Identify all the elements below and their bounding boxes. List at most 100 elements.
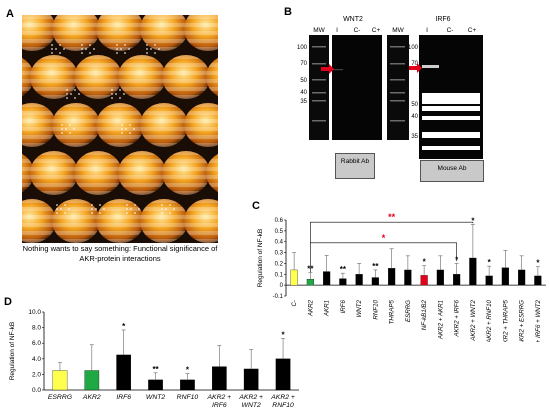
dot [60, 208, 62, 210]
dot [69, 124, 71, 126]
dot [69, 132, 71, 134]
significance-mark: * [282, 331, 286, 340]
dot [116, 48, 118, 50]
y-tick-label: 6.0 [32, 340, 41, 347]
y-tick-label: 0.6 [275, 218, 284, 224]
significance-mark: ** [307, 265, 314, 274]
bead-stripe [184, 199, 218, 243]
dot [134, 204, 136, 206]
dot [66, 93, 68, 95]
dot [126, 212, 128, 214]
panel-b-letter: B [284, 6, 292, 18]
dot [133, 128, 135, 130]
blot2-marker-70: 70 [411, 61, 418, 67]
bar [518, 269, 526, 286]
blot1-lane-cplus: C+ [372, 27, 381, 34]
bar [371, 277, 379, 286]
blot1-title: WNT2 [343, 16, 363, 23]
panel-a-caption: Nothing wants to say something: Function… [22, 244, 218, 263]
x-tick-label: RNF10 [177, 394, 199, 401]
x-tick-label: AKR2 + WNT2 [238, 394, 263, 409]
bar [453, 274, 461, 286]
dot [126, 208, 128, 210]
dot [99, 212, 101, 214]
dot [51, 52, 53, 54]
panel-a-image [22, 15, 218, 243]
dot [126, 204, 128, 206]
dot [124, 44, 126, 46]
dot [85, 48, 87, 50]
blot2-title: IRF6 [435, 16, 450, 23]
dot [64, 212, 66, 214]
bar [290, 269, 298, 286]
y-tick-label: 4.0 [32, 356, 41, 363]
significance-mark: ** [372, 262, 379, 271]
significance-mark: * [122, 322, 126, 331]
dot [91, 204, 93, 206]
dot [74, 97, 76, 99]
dot [74, 89, 76, 91]
bead-stripe [22, 57, 34, 97]
x-tick-label: AKR2 + ESRRG [519, 300, 526, 342]
dot [68, 208, 70, 210]
blot2-lane-mw: MW [392, 27, 404, 34]
bracket-sig-label: * [382, 233, 386, 243]
significance-mark: ** [340, 265, 347, 274]
significance-mark: * [536, 259, 540, 268]
panel-d-letter: D [4, 296, 12, 308]
bar [323, 271, 331, 286]
rabbit-ab-box: Rabbit Ab [335, 153, 375, 179]
x-tick-label: NF-kB1/B2 [421, 299, 428, 330]
blot1-mw-strip [309, 35, 329, 140]
dot [119, 89, 121, 91]
dot [121, 128, 123, 130]
dot [56, 204, 58, 206]
bar [84, 370, 100, 391]
panel-b-blots: WNT2 MW I C- C+ 100 70 50 40 35 IRF6 MW … [297, 16, 483, 159]
bar [485, 275, 493, 286]
blot2-marker-40: 40 [411, 114, 418, 120]
bar [388, 268, 396, 286]
bar [420, 275, 428, 286]
dot [158, 48, 160, 50]
blot2-mw-strip [387, 35, 409, 140]
bar [355, 274, 363, 286]
dot [73, 128, 75, 130]
dot [146, 52, 148, 54]
bead-stripe [22, 153, 34, 193]
bar [469, 257, 477, 286]
dot [146, 44, 148, 46]
bar [211, 366, 227, 391]
bead-stripe [162, 151, 210, 195]
dot [124, 52, 126, 54]
y-tick-label: 0.0 [32, 387, 41, 394]
dot [91, 212, 93, 214]
x-tick-label: RNF10 [372, 299, 379, 319]
bead-stripe [52, 103, 100, 147]
y-axis-label: Regulation of NF-kB [257, 229, 264, 288]
x-tick-label: AKR2 [307, 299, 314, 317]
dot [93, 48, 95, 50]
dot [91, 208, 93, 210]
dot [99, 204, 101, 206]
dot [61, 132, 63, 134]
dot [129, 132, 131, 134]
dot [154, 44, 156, 46]
significance-mark: ** [152, 365, 159, 374]
dot [116, 44, 118, 46]
x-tick-label: AKR1 [324, 300, 331, 317]
y-tick-label: 0.2 [275, 261, 284, 267]
blot1-marker-40: 40 [300, 90, 307, 96]
dot [169, 204, 171, 206]
x-tick-label: WNT2 [356, 299, 363, 317]
x-tick-label: AKR2 + WNT2 [470, 299, 477, 341]
blot1-marker-70: 70 [300, 61, 307, 67]
dot [56, 208, 58, 210]
dot [51, 48, 53, 50]
x-tick-label: AKR2 + IRF6 [207, 394, 232, 409]
dot [61, 124, 63, 126]
x-tick-label: IRF6 [340, 299, 347, 313]
panel-d-chart: Regulation of NF-kB 0.0 2.0 4.0 6.0 8.0 10.0 ES… [9, 309, 299, 409]
bar [180, 379, 195, 391]
dot [120, 48, 122, 50]
